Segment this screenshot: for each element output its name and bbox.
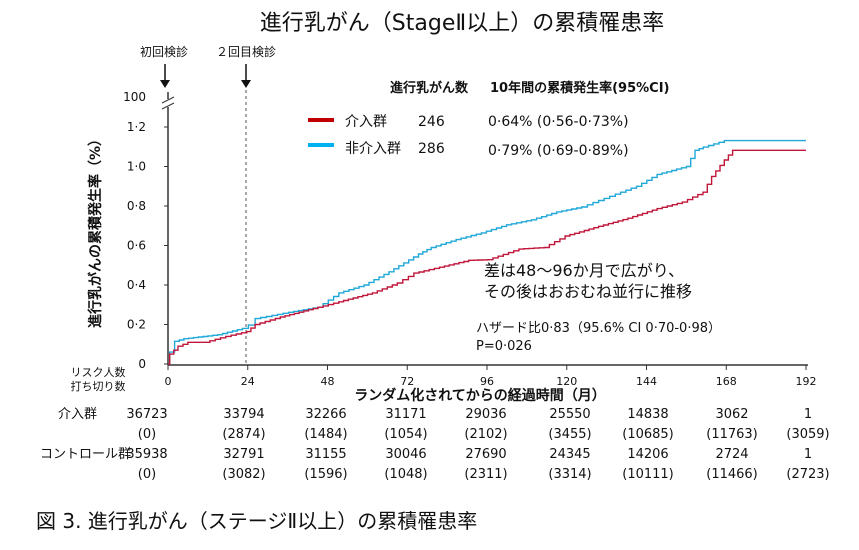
legend-label: 介入群	[345, 114, 387, 130]
marker-label-first: 初回検診	[140, 44, 188, 59]
x-tick-label: 72	[400, 375, 414, 388]
censored-value: (3455)	[548, 427, 591, 442]
legend-label: 非介入群	[345, 141, 401, 157]
at-risk-value: 14838	[627, 407, 668, 422]
y-tick-label: 0·8	[127, 199, 146, 213]
at-risk-value: 29036	[465, 407, 506, 422]
y-tick-label: 0·6	[127, 239, 146, 253]
censored-value: (1054)	[384, 427, 427, 442]
at-risk-value: 36723	[126, 407, 167, 422]
censored-value: (3059)	[786, 427, 829, 442]
at-risk-label: リスク人数	[71, 366, 126, 379]
censored-value: (10111)	[622, 467, 674, 482]
legend-item-control: 非介入群 286 0·79% (0·69-0·89%)	[308, 141, 629, 159]
at-risk-value: 2724	[715, 447, 748, 462]
censored-value: (2874)	[222, 427, 265, 442]
at-risk-value: 32791	[223, 447, 264, 462]
censored-value: (2723)	[786, 467, 829, 482]
risk-group-label: 介入群	[58, 407, 97, 422]
at-risk-value: 27690	[465, 447, 506, 462]
y-tick-label: 1·2	[127, 120, 146, 134]
marker-label-second: ２回目検診	[216, 44, 276, 59]
x-tick-label: 0	[165, 375, 172, 388]
legend-header-rate: 10年間の累積発生率(95%CI)	[490, 80, 669, 96]
censored-value: (0)	[138, 467, 156, 482]
legend-item-intervention: 介入群 246 0·64% (0·56-0·73%)	[308, 114, 629, 130]
censored-label: 打ち切り数	[71, 379, 126, 393]
legend-count: 286	[418, 141, 445, 157]
arrow-down-icon	[241, 64, 251, 88]
figure-caption: 図 3. 進行乳がん（ステージⅡ以上）の累積罹患率	[36, 509, 477, 533]
at-risk-value: 33794	[223, 407, 264, 422]
hazard-ratio: ハザード比0·83（95.6% CI 0·70-0·98）	[476, 321, 721, 336]
annotation-line-2: その後はおおむね並行に推移	[484, 282, 692, 301]
legend-header-count: 進行乳がん数	[390, 80, 469, 96]
legend-rate: 0·64% (0·56-0·73%)	[488, 114, 629, 130]
chart-title: 進行乳がん（StageⅡ以上）の累積罹患率	[260, 11, 664, 36]
y-tick-label: 0·4	[127, 278, 146, 292]
legend-rate: 0·79% (0·69-0·89%)	[488, 143, 629, 159]
series-line-非介入群	[168, 139, 806, 365]
censored-value: (3082)	[222, 467, 265, 482]
y-break-label: 100	[123, 90, 146, 104]
at-risk-value: 30046	[385, 447, 426, 462]
censored-value: (10685)	[622, 427, 674, 442]
risk-group-label: コントロール群	[40, 447, 131, 462]
y-tick-label: 1·0	[127, 160, 146, 174]
at-risk-value: 24345	[549, 447, 590, 462]
x-tick-label: 24	[241, 375, 255, 388]
censored-value: (1596)	[304, 467, 347, 482]
censored-value: (1484)	[304, 427, 347, 442]
x-tick-label: 192	[796, 375, 817, 388]
at-risk-value: 32266	[305, 407, 346, 422]
x-tick-label: 120	[556, 375, 577, 388]
axis-break-icon	[161, 96, 175, 110]
censored-value: (2311)	[464, 467, 507, 482]
at-risk-value: 3062	[715, 407, 748, 422]
at-risk-value: 1	[804, 447, 812, 462]
censored-value: (3314)	[548, 467, 591, 482]
at-risk-value: 14206	[627, 447, 668, 462]
y-axis-label: 進行乳がんの累積発生率（%）	[87, 132, 104, 328]
x-tick-label: 48	[321, 375, 335, 388]
x-tick-label: 168	[716, 375, 737, 388]
y-tick-label: 0	[138, 357, 146, 371]
censored-value: (11763)	[706, 427, 758, 442]
at-risk-value: 35938	[126, 447, 167, 462]
at-risk-value: 31171	[385, 407, 426, 422]
censored-value: (2102)	[464, 427, 507, 442]
legend-count: 246	[418, 114, 445, 130]
at-risk-value: 25550	[549, 407, 590, 422]
at-risk-value: 1	[804, 407, 812, 422]
annotation-line-1: 差は48〜96か月で広がり、	[484, 261, 684, 280]
x-axis-label: ランダム化されてからの経過時間（月）	[354, 387, 606, 404]
censored-value: (0)	[138, 427, 156, 442]
x-tick-label: 96	[480, 375, 494, 388]
y-tick-label: 0·2	[127, 318, 146, 332]
series-line-介入群	[168, 149, 806, 365]
x-tick-label: 144	[636, 375, 657, 388]
at-risk-value: 31155	[305, 447, 346, 462]
censored-value: (11466)	[706, 467, 758, 482]
p-value: P=0·026	[476, 339, 532, 354]
arrow-down-icon	[160, 64, 170, 88]
censored-value: (1048)	[384, 467, 427, 482]
